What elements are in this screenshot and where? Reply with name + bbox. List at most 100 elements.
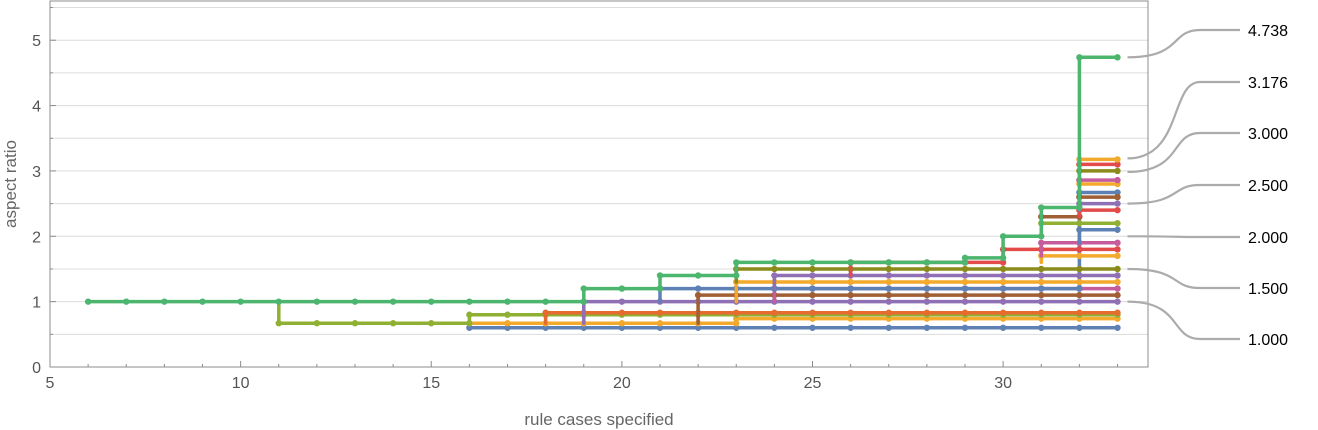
end-label-leader xyxy=(1127,131,1240,173)
data-point xyxy=(542,324,549,331)
data-point xyxy=(809,259,816,266)
data-point xyxy=(1114,324,1121,331)
data-point xyxy=(1038,298,1045,305)
data-point xyxy=(885,324,892,331)
axis-ticks: 5 10 15 20 25 30 0 1 2 3 4 5 xyxy=(32,7,1118,392)
data-point xyxy=(885,285,892,292)
data-point xyxy=(961,272,969,279)
data-point xyxy=(733,272,740,279)
end-label: 1.500 xyxy=(1248,281,1288,298)
data-point xyxy=(389,298,397,305)
data-point xyxy=(809,291,816,299)
data-point xyxy=(809,309,816,316)
data-point xyxy=(809,298,816,305)
end-label-leader xyxy=(1127,80,1240,160)
data-point xyxy=(1114,167,1121,175)
y-tick-label: 4 xyxy=(32,99,41,116)
data-point xyxy=(313,298,321,305)
y-axis-label: aspect ratio xyxy=(1,140,20,228)
data-point xyxy=(961,324,969,331)
data-point xyxy=(694,324,702,331)
data-point xyxy=(809,272,816,279)
y-tick-label: 1 xyxy=(32,295,41,312)
data-point xyxy=(618,324,626,331)
data-point xyxy=(1114,176,1121,184)
data-point xyxy=(580,285,587,292)
data-point xyxy=(1114,189,1121,196)
grid-lines xyxy=(50,7,1148,335)
x-tick-label: 30 xyxy=(994,375,1012,392)
data-point xyxy=(923,278,931,286)
data-point xyxy=(1076,252,1083,260)
data-point xyxy=(1114,193,1121,201)
data-point xyxy=(466,320,473,327)
y-tick-label: 5 xyxy=(32,33,41,50)
data-point xyxy=(580,298,587,305)
data-point xyxy=(809,285,816,292)
data-point xyxy=(656,272,664,279)
data-point xyxy=(466,298,473,305)
end-label: 3.000 xyxy=(1248,126,1288,143)
x-tick-label: 10 xyxy=(232,375,250,392)
data-point xyxy=(618,298,626,305)
data-point xyxy=(923,265,931,273)
data-point xyxy=(466,324,473,331)
data-point xyxy=(999,291,1007,299)
y-tick-label: 3 xyxy=(32,164,41,181)
series-layer xyxy=(84,54,1121,331)
data-point xyxy=(809,278,816,286)
series-15 xyxy=(1076,226,1121,245)
data-point xyxy=(1114,239,1121,247)
data-point xyxy=(961,278,969,286)
data-point xyxy=(999,254,1007,262)
data-point xyxy=(1114,272,1121,279)
end-label-leader xyxy=(1127,28,1240,59)
data-point xyxy=(656,309,664,316)
data-point xyxy=(809,324,816,331)
end-label-callouts: 4.738 3.176 3.000 2.500 2.000 1.500 1.000 xyxy=(1127,23,1288,349)
end-label: 2.000 xyxy=(1248,230,1288,247)
end-label: 3.176 xyxy=(1248,75,1288,92)
data-point xyxy=(999,298,1007,305)
data-point xyxy=(1076,265,1083,273)
series-line xyxy=(1077,208,1120,219)
data-point xyxy=(351,298,359,305)
data-point xyxy=(1114,54,1121,61)
data-point xyxy=(504,324,511,331)
data-point xyxy=(923,298,931,305)
data-point xyxy=(733,309,740,316)
data-point xyxy=(1038,324,1045,331)
series-25 xyxy=(84,54,1121,305)
data-point xyxy=(1076,272,1083,279)
data-point xyxy=(923,309,931,316)
data-point xyxy=(961,291,969,299)
data-point xyxy=(999,259,1007,266)
data-point xyxy=(275,320,282,327)
data-point xyxy=(847,278,854,286)
data-point xyxy=(1114,220,1121,227)
data-point xyxy=(656,320,664,327)
series-8 xyxy=(656,189,1121,304)
data-point xyxy=(809,265,816,273)
data-point xyxy=(961,285,969,292)
data-point xyxy=(1076,54,1083,61)
data-point xyxy=(1114,265,1121,273)
data-point xyxy=(771,309,778,316)
data-point xyxy=(847,309,854,316)
x-tick-label: 15 xyxy=(422,375,440,392)
data-point xyxy=(1038,265,1045,273)
data-point xyxy=(1076,285,1083,292)
data-point xyxy=(733,320,740,327)
data-point xyxy=(84,298,92,305)
data-point xyxy=(1076,278,1083,286)
data-point xyxy=(161,298,168,305)
series-2 xyxy=(466,315,1121,327)
data-point xyxy=(1076,220,1083,227)
end-label-leader xyxy=(1127,235,1240,239)
x-tick-label: 5 xyxy=(46,375,55,392)
data-point xyxy=(542,298,549,305)
data-point xyxy=(733,259,740,266)
end-label: 4.738 xyxy=(1248,23,1288,40)
series-4 xyxy=(542,309,1121,325)
